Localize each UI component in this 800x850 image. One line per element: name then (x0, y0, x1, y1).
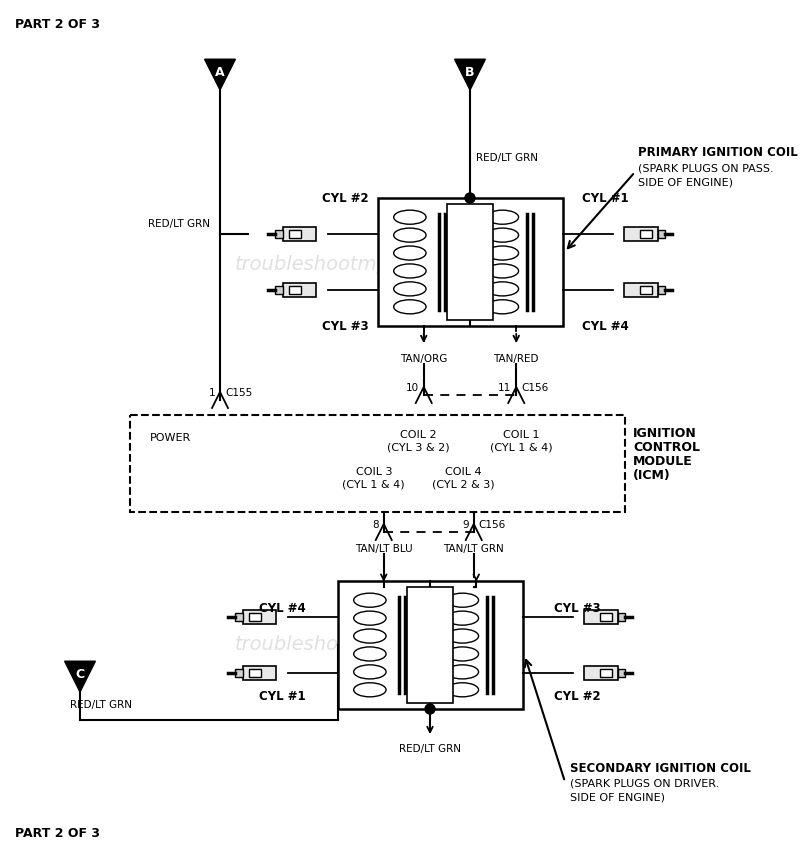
Text: COIL 1: COIL 1 (503, 430, 539, 440)
Text: CYL #1: CYL #1 (582, 192, 628, 205)
Text: C155: C155 (225, 388, 252, 398)
Bar (282, 228, 316, 241)
Text: (CYL 2 & 3): (CYL 2 & 3) (433, 479, 495, 489)
Text: troubleshootmyvehicle.com: troubleshootmyvehicle.com (234, 256, 506, 275)
Text: CONTROL: CONTROL (633, 441, 700, 454)
Text: COIL 3: COIL 3 (355, 467, 392, 477)
Bar (235, 613, 242, 621)
Text: CYL #3: CYL #3 (322, 320, 368, 333)
Bar (618, 669, 625, 677)
Text: A: A (215, 65, 225, 78)
Text: 1: 1 (208, 388, 215, 398)
Text: 8: 8 (372, 520, 378, 530)
Text: (CYL 3 & 2): (CYL 3 & 2) (387, 442, 450, 452)
Text: C: C (75, 667, 85, 681)
Text: CYL #2: CYL #2 (554, 690, 601, 703)
Text: MODULE: MODULE (633, 455, 693, 468)
Text: CYL #4: CYL #4 (582, 320, 628, 333)
Bar (275, 230, 282, 238)
Text: 11: 11 (498, 383, 511, 393)
Bar (407, 587, 453, 703)
Bar (289, 230, 301, 238)
Text: PART 2 OF 3: PART 2 OF 3 (15, 827, 100, 840)
Bar (130, 415, 625, 512)
Text: (SPARK PLUGS ON DRIVER.: (SPARK PLUGS ON DRIVER. (570, 778, 719, 788)
Text: RED/LT GRN: RED/LT GRN (399, 744, 461, 754)
Text: SIDE OF ENGINE): SIDE OF ENGINE) (570, 792, 665, 802)
Bar (249, 669, 261, 677)
Bar (658, 230, 665, 238)
Polygon shape (205, 60, 235, 90)
Text: (CYL 1 & 4): (CYL 1 & 4) (342, 479, 405, 489)
Bar (378, 198, 562, 326)
Bar (242, 610, 276, 624)
Text: COIL 2: COIL 2 (401, 430, 437, 440)
Text: 10: 10 (406, 383, 418, 393)
Bar (289, 286, 301, 294)
Circle shape (465, 193, 475, 203)
Bar (584, 666, 618, 680)
Bar (282, 283, 316, 297)
Text: C156: C156 (522, 383, 549, 393)
Text: CYL #4: CYL #4 (259, 602, 306, 615)
Text: (CYL 1 & 4): (CYL 1 & 4) (490, 442, 553, 452)
Text: TAN/RED: TAN/RED (494, 354, 539, 364)
Polygon shape (65, 661, 95, 692)
Text: RED/LT GRN: RED/LT GRN (70, 700, 132, 710)
Text: (ICM): (ICM) (633, 469, 670, 482)
Text: RED/LT GRN: RED/LT GRN (148, 219, 210, 229)
Text: B: B (466, 65, 474, 78)
Text: SECONDARY IGNITION COIL: SECONDARY IGNITION COIL (570, 762, 751, 775)
Text: CYL #3: CYL #3 (554, 602, 601, 615)
Text: PART 2 OF 3: PART 2 OF 3 (15, 18, 100, 31)
Text: CYL #2: CYL #2 (322, 192, 368, 205)
Bar (639, 230, 651, 238)
Text: PRIMARY IGNITION COIL: PRIMARY IGNITION COIL (638, 145, 798, 158)
Bar (624, 228, 658, 241)
Bar (599, 613, 611, 621)
Text: RED/LT GRN: RED/LT GRN (476, 153, 538, 163)
Text: SIDE OF ENGINE): SIDE OF ENGINE) (638, 177, 733, 187)
Circle shape (425, 704, 435, 714)
Text: (SPARK PLUGS ON PASS.: (SPARK PLUGS ON PASS. (638, 163, 774, 173)
Bar (658, 286, 665, 294)
Bar (249, 613, 261, 621)
Text: IGNITION: IGNITION (633, 427, 697, 440)
Polygon shape (454, 60, 486, 90)
Bar (447, 204, 493, 320)
Text: POWER: POWER (150, 433, 191, 443)
Bar (338, 581, 522, 709)
Text: troubleshootmyvehicle.com: troubleshootmyvehicle.com (234, 636, 506, 654)
Text: TAN/ORG: TAN/ORG (400, 354, 447, 364)
Text: COIL 4: COIL 4 (446, 467, 482, 477)
Bar (599, 669, 611, 677)
Text: CYL #1: CYL #1 (259, 690, 306, 703)
Bar (639, 286, 651, 294)
Text: C156: C156 (478, 520, 506, 530)
Bar (584, 610, 618, 624)
Bar (242, 666, 276, 680)
Bar (618, 613, 625, 621)
Text: TAN/LT GRN: TAN/LT GRN (443, 544, 504, 554)
Bar (275, 286, 282, 294)
Bar (235, 669, 242, 677)
Bar (624, 283, 658, 297)
Text: TAN/LT BLU: TAN/LT BLU (355, 544, 413, 554)
Text: 9: 9 (462, 520, 469, 530)
